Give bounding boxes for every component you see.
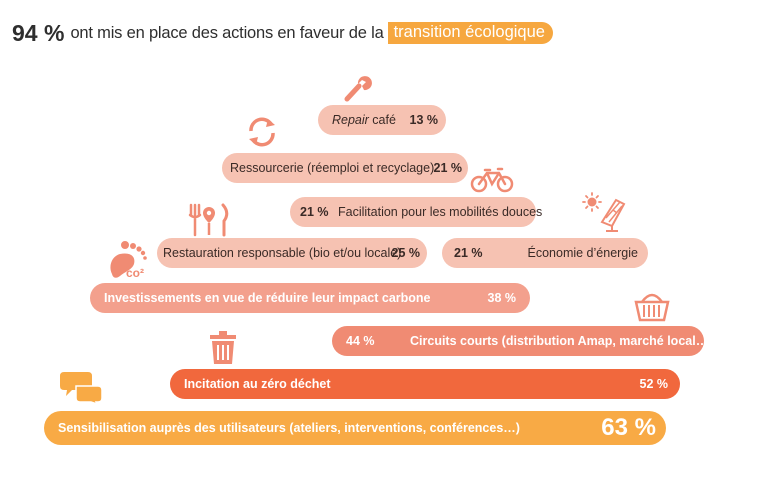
trash-bin-icon [210,331,236,364]
title-text: ont mis en place des actions en faveur d… [70,23,384,42]
bar-value: 52 % [639,377,669,391]
title-highlight: transition écologique [387,22,553,44]
bar-label: Incitation au zéro déchet [184,377,331,391]
chart-title: 94 % ont mis en place des actions en fav… [12,18,553,48]
bicycle-icon [470,167,514,193]
title-percentage: 94 % [12,19,65,46]
bar-value: 25 % [391,246,421,260]
bar-circuits-courts: 44 % Circuits courts (distribution Amap,… [332,326,712,356]
bar-repair-cafe: Repair café 13 % [318,105,446,135]
cutlery-icon [188,203,229,237]
bar-label: Ressourcerie (réemploi et recyclage) [230,161,435,175]
bar-value: 38 % [487,291,517,305]
bar-value: 63 % [601,414,656,441]
bar-value: 44 % [346,334,375,348]
wrench-icon [344,76,372,102]
solar-panel-icon [582,192,626,232]
bar-ressourcerie: Ressourcerie (réemploi et recyclage) 21 … [222,153,468,183]
basket-icon [634,293,670,322]
svg-text:co²: co² [126,266,144,280]
bar-value: 21 % [433,161,463,175]
bar-value: 21 % [454,246,483,260]
bar-zero-dechet: Incitation au zéro déchet 52 % [170,369,680,399]
bar-label: Facilitation pour les mobilités douces [338,205,543,219]
bar-mobilites-douces: 21 % Facilitation pour les mobilités dou… [290,197,542,227]
bar-restauration: Restauration responsable (bio et/ou loca… [157,238,427,268]
speech-bubbles-icon [60,372,103,404]
co2-footprint-icon: co² [110,241,147,280]
bar-label: Repair café [332,113,396,127]
bar-sensibilisation: Sensibilisation auprès des utilisateurs … [44,411,666,445]
bar-label: Circuits courts (distribution Amap, marc… [410,334,713,348]
recycle-icon [249,117,275,147]
bar-value: 21 % [300,205,329,219]
bar-value: 13 % [409,113,439,127]
bar-investissements-carbone: Investissements en vue de réduire leur i… [90,283,530,313]
bar-label: Économie d’énergie [527,246,639,260]
bar-label: Sensibilisation auprès des utilisateurs … [58,421,520,435]
bar-economie-energie: 21 % Économie d’énergie [442,238,648,268]
bar-label: Investissements en vue de réduire leur i… [104,291,431,305]
bar-label: Restauration responsable (bio et/ou loca… [163,246,402,260]
